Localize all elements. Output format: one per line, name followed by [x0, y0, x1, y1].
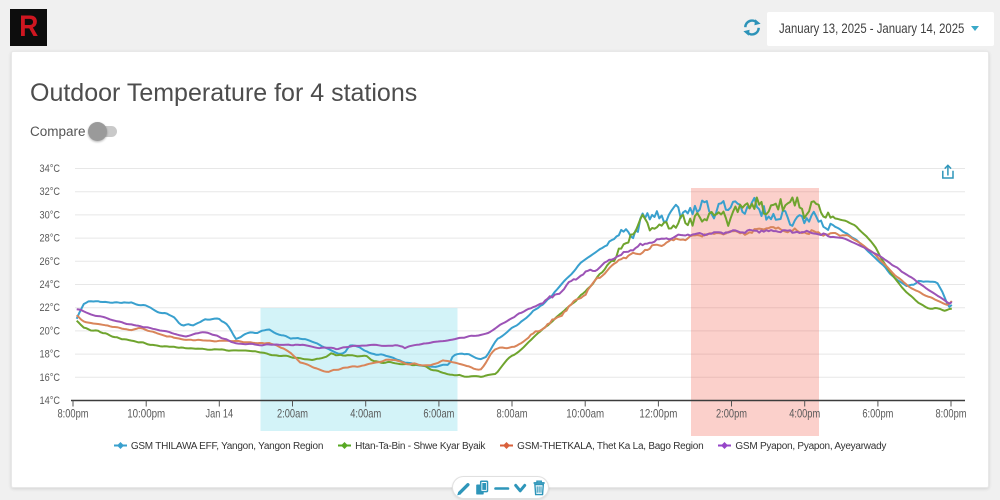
svg-text:26°C: 26°C [40, 256, 61, 268]
svg-text:2:00am: 2:00am [277, 407, 308, 421]
svg-text:24°C: 24°C [40, 279, 61, 291]
svg-text:32°C: 32°C [40, 186, 61, 198]
svg-text:10:00am: 10:00am [566, 407, 604, 421]
svg-text:10:00pm: 10:00pm [127, 407, 165, 421]
svg-text:8:00am: 8:00am [497, 407, 528, 421]
svg-text:30°C: 30°C [40, 209, 61, 221]
svg-text:12:00pm: 12:00pm [639, 407, 677, 421]
svg-text:8:00pm: 8:00pm [936, 407, 967, 421]
svg-text:6:00pm: 6:00pm [862, 407, 893, 421]
svg-text:4:00pm: 4:00pm [789, 407, 820, 421]
svg-text:2:00pm: 2:00pm [716, 407, 747, 421]
svg-text:14°C: 14°C [40, 395, 61, 407]
svg-text:18°C: 18°C [40, 349, 61, 361]
svg-text:Jan 14: Jan 14 [206, 407, 234, 421]
svg-text:6:00am: 6:00am [423, 407, 454, 421]
svg-text:8:00pm: 8:00pm [58, 407, 89, 421]
svg-text:4:00am: 4:00am [350, 407, 381, 421]
svg-text:22°C: 22°C [40, 302, 61, 314]
svg-text:28°C: 28°C [40, 233, 61, 245]
svg-text:16°C: 16°C [40, 372, 61, 384]
svg-text:34°C: 34°C [40, 163, 61, 175]
svg-text:20°C: 20°C [40, 325, 61, 337]
